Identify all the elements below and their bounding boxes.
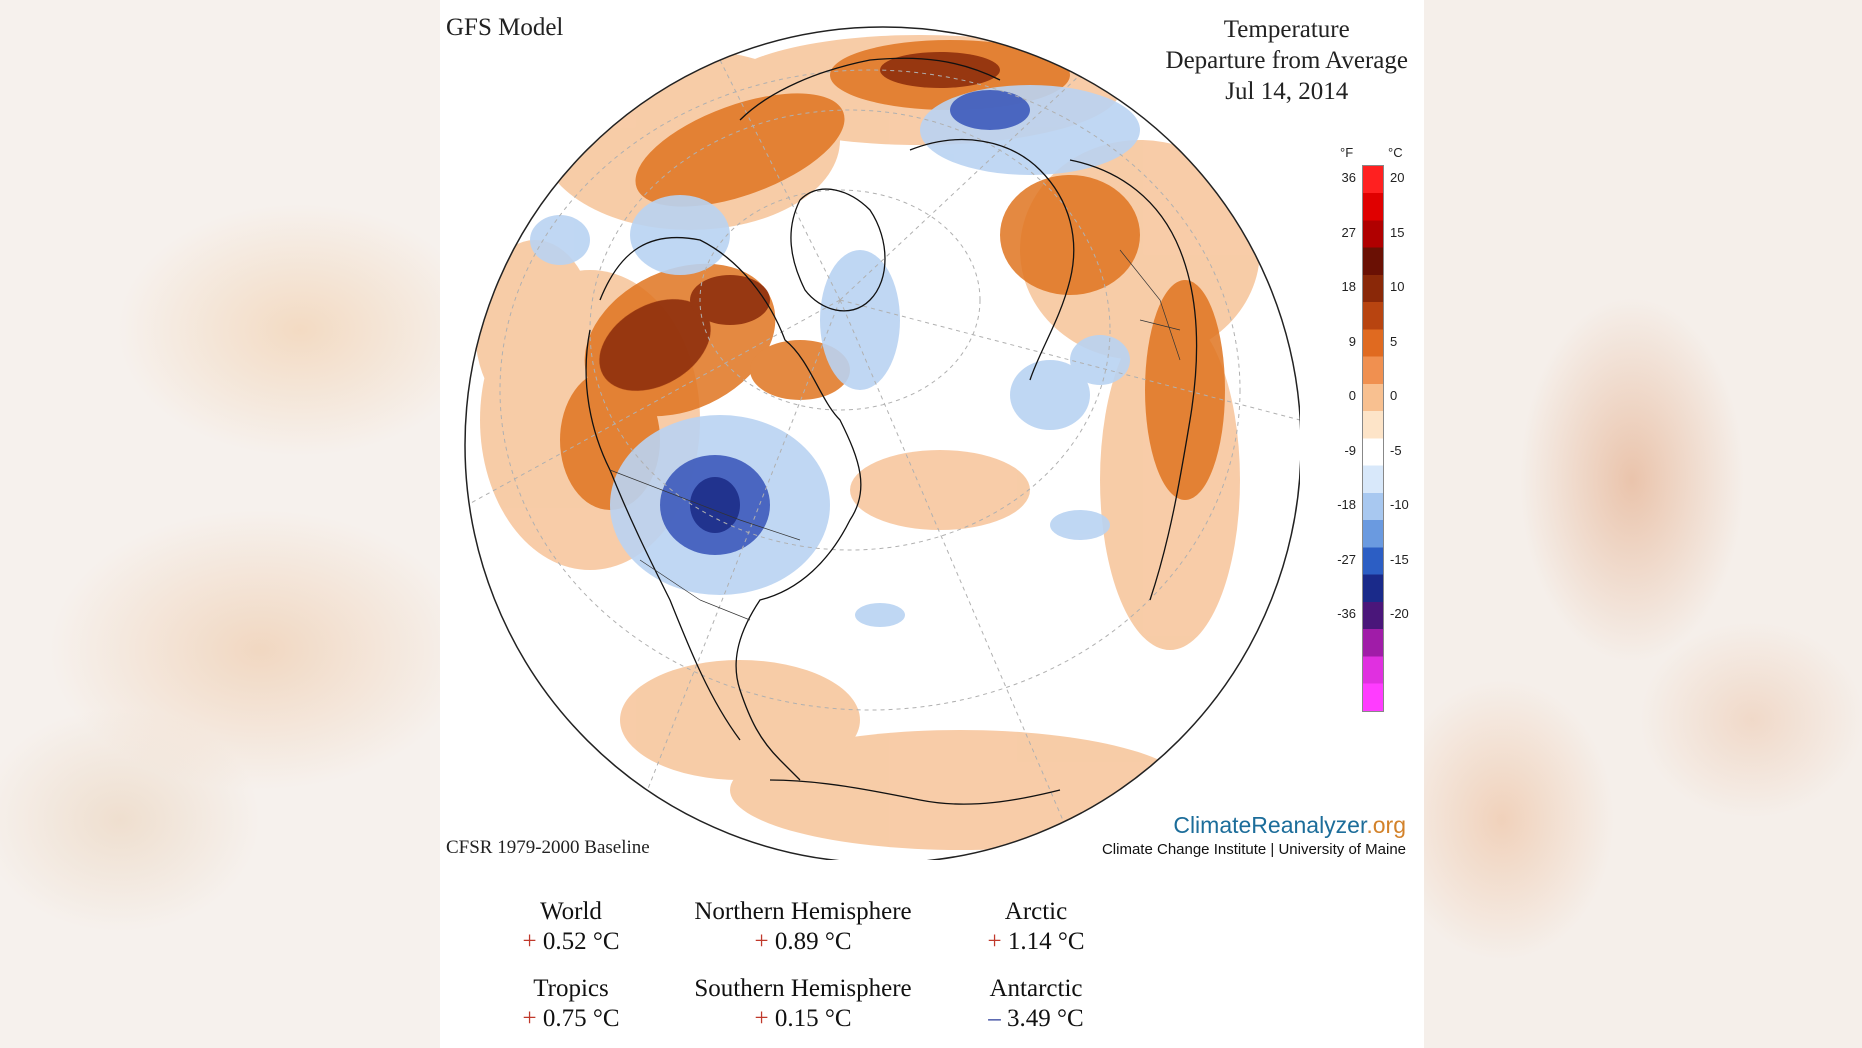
stat-value-line: + 0.89 °C	[673, 927, 933, 957]
brand-name-suffix: .org	[1366, 812, 1406, 838]
brand-name-main: ClimateReanalyzer	[1173, 812, 1367, 838]
model-label: GFS Model	[446, 14, 564, 41]
legend-tick-c: 5	[1390, 333, 1398, 349]
stat-region: World	[540, 898, 602, 925]
stat-value: 3.49 °C	[1007, 1005, 1084, 1032]
legend-tick-f: 0	[1348, 388, 1356, 403]
stat-value: 0.52 °C	[542, 928, 620, 955]
stat-world: World + 0.52 °C	[441, 897, 701, 957]
borders	[609, 249, 1181, 621]
legend-tick-f: 18	[1341, 279, 1356, 294]
stat-value-line: – 3.49 °C	[906, 1004, 1166, 1034]
stat-value-line: + 0.75 °C	[441, 1004, 701, 1034]
legend-unit-c: °C	[1388, 145, 1403, 160]
globe-map	[464, 26, 1300, 860]
coastlines	[585, 57, 1198, 805]
stat-region: Northern Hemisphere	[694, 898, 912, 925]
stat-sign: +	[522, 1005, 537, 1032]
legend-tick-c: 10	[1390, 279, 1405, 294]
legend-tick-f: -36	[1337, 606, 1356, 621]
stat-value: 0.75 °C	[542, 1005, 620, 1032]
stat-value: 1.14 °C	[1007, 928, 1085, 955]
title-line-1: Temperature	[1223, 16, 1350, 43]
stat-sign: +	[754, 1005, 769, 1032]
map-panel: GFS Model Temperature Departure from Ave…	[440, 0, 1424, 1048]
stat-antarctic: Antarctic – 3.49 °C	[906, 974, 1166, 1034]
stat-arctic: Arctic + 1.14 °C	[906, 897, 1166, 957]
brand-block: ClimateReanalyzer.org Climate Change Ins…	[1102, 812, 1406, 858]
color-scale-bar	[1362, 165, 1384, 712]
stat-value: 0.89 °C	[774, 928, 852, 955]
legend-tick-c: 0	[1390, 388, 1398, 403]
stat-value-line: + 0.15 °C	[673, 1004, 933, 1034]
map-title: Temperature Departure from Average Jul 1…	[1166, 14, 1408, 107]
background-blur-left	[0, 0, 440, 1048]
legend-tick-c: -20	[1390, 606, 1409, 621]
stat-sign: +	[987, 928, 1002, 955]
legend-tick-f: 9	[1348, 333, 1356, 349]
baseline-label: CFSR 1979-2000 Baseline	[446, 837, 650, 858]
legend-tick-c: -15	[1390, 551, 1409, 567]
legend-tick-f: 27	[1341, 224, 1356, 240]
background-blur-right	[1422, 0, 1862, 1048]
brand-institution: Climate Change Institute | University of…	[1101, 841, 1406, 858]
legend-tick-c: 20	[1390, 170, 1405, 185]
globe-outline	[464, 26, 1300, 860]
stat-sign: +	[522, 928, 537, 955]
stat-tropics: Tropics + 0.75 °C	[441, 974, 701, 1034]
stat-sign: +	[754, 928, 769, 955]
legend-tick-f: -18	[1337, 497, 1356, 512]
stat-region: Arctic	[1004, 898, 1068, 925]
title-line-2: Departure from Average	[1165, 47, 1408, 74]
stat-sign: –	[988, 1005, 1001, 1032]
stat-region: Southern Hemisphere	[694, 975, 912, 1002]
legend-tick-c: 15	[1390, 224, 1405, 240]
extreme-hot-regions	[599, 52, 1000, 391]
extreme-cold-regions	[690, 477, 740, 533]
stat-region: Tropics	[533, 975, 609, 1002]
legend-tick-c: -5	[1390, 442, 1402, 458]
stat-value-line: + 1.14 °C	[906, 927, 1166, 957]
title-line-3: Jul 14, 2014	[1225, 78, 1349, 105]
brand-name[interactable]: ClimateReanalyzer.org	[1102, 812, 1406, 839]
stat-value-line: + 0.52 °C	[441, 927, 701, 957]
legend-tick-f: -27	[1337, 551, 1356, 567]
legend-tick-f: 36	[1341, 170, 1356, 185]
stat-northern-hemisphere: Northern Hemisphere + 0.89 °C	[673, 897, 933, 957]
legend-unit-f: °F	[1340, 145, 1354, 160]
legend-tick-f: -9	[1344, 442, 1356, 458]
stat-region: Antarctic	[989, 975, 1083, 1002]
stat-value: 0.15 °C	[774, 1005, 852, 1032]
stat-southern-hemisphere: Southern Hemisphere + 0.15 °C	[673, 974, 933, 1034]
legend-tick-c: -10	[1390, 497, 1409, 512]
